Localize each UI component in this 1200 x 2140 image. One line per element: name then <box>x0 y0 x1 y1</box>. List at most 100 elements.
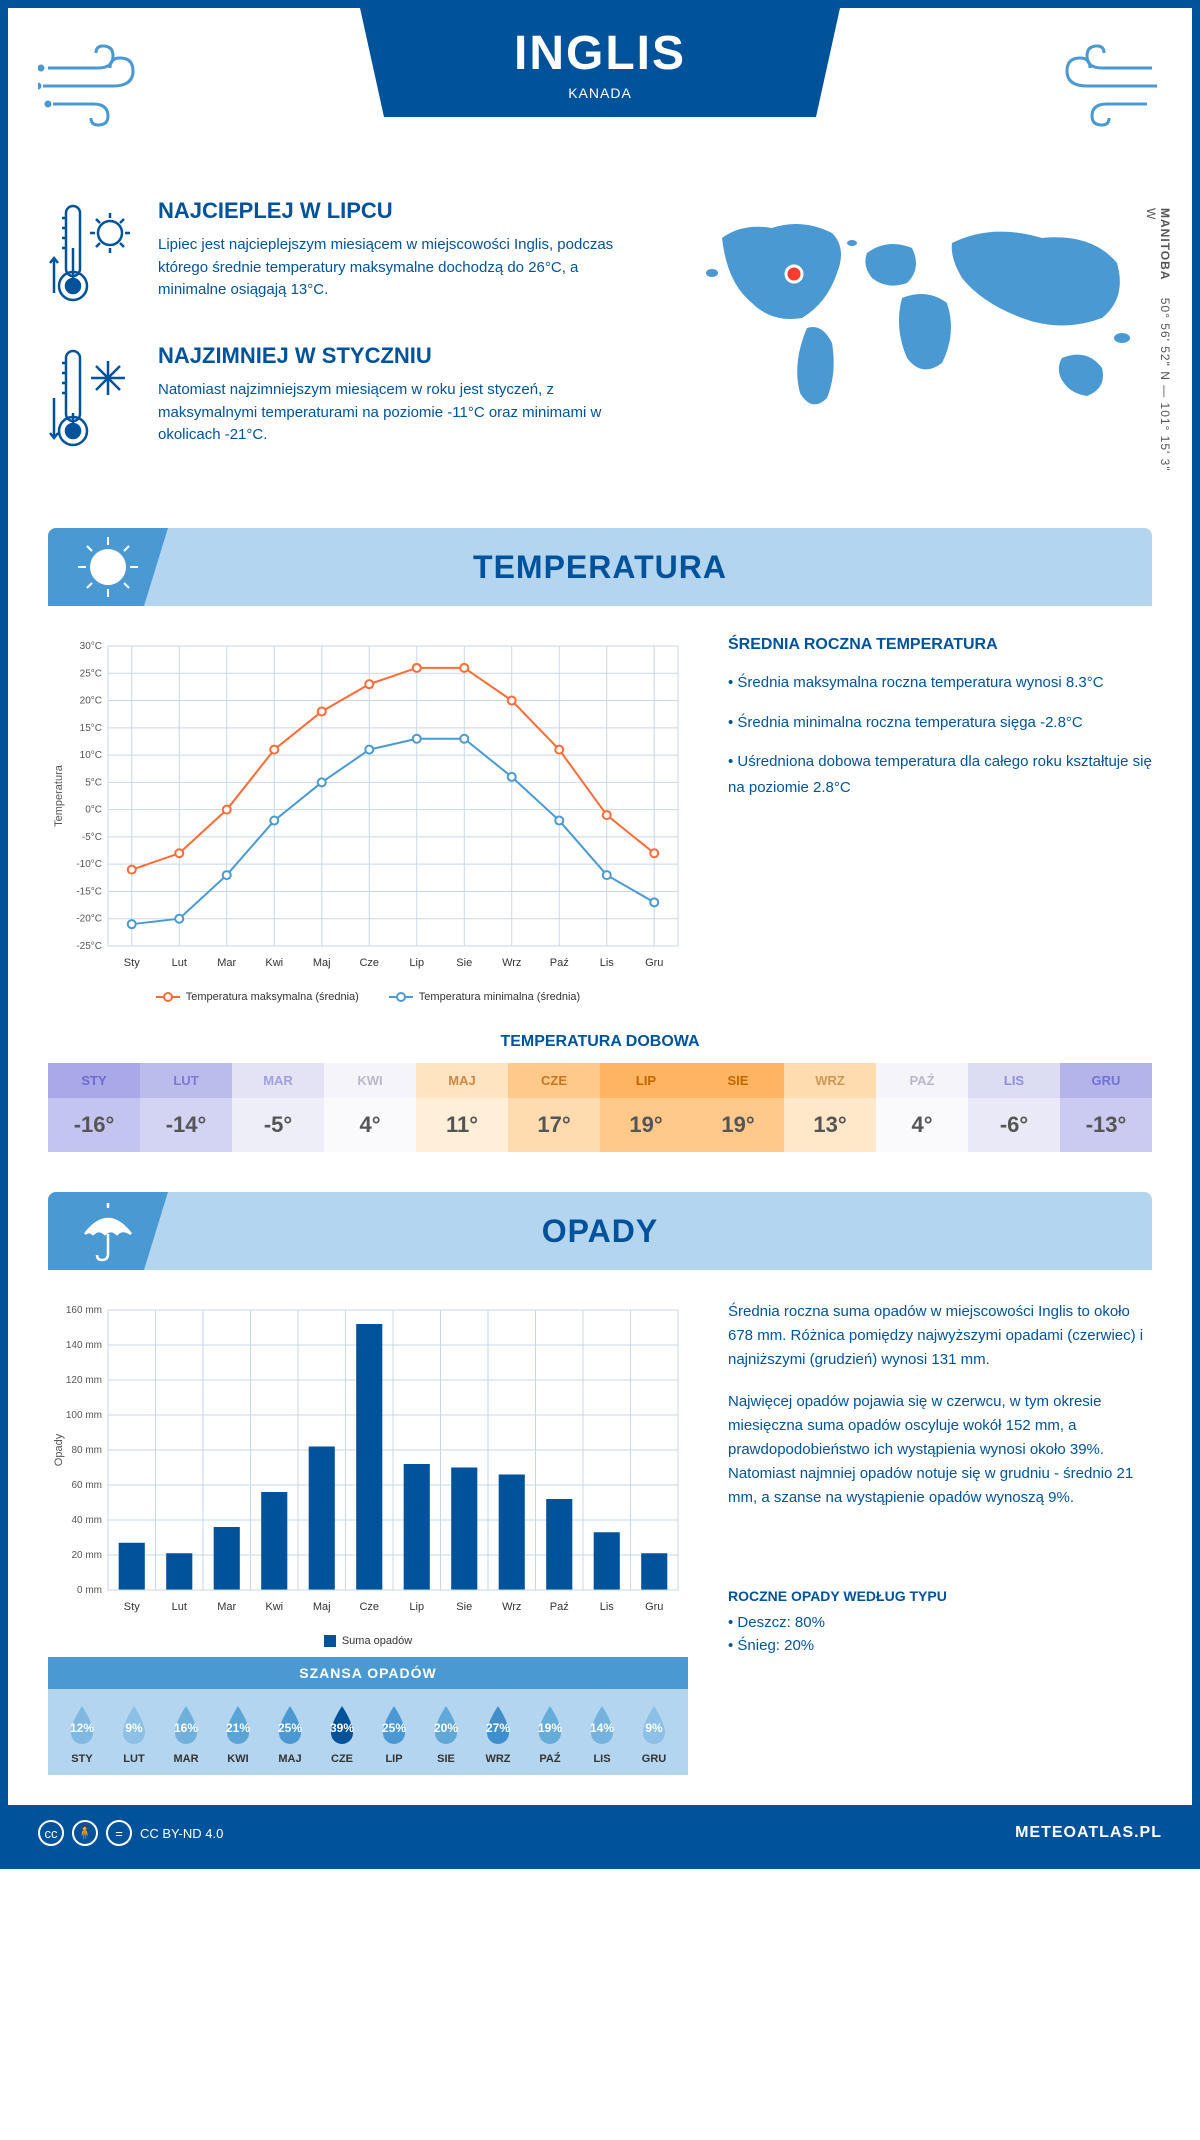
svg-text:Maj: Maj <box>313 1601 331 1613</box>
city-title: INGLIS <box>360 26 840 81</box>
hottest-text: Lipiec jest najcieplejszym miesiącem w m… <box>158 234 632 302</box>
svg-text:Lut: Lut <box>172 957 187 969</box>
daily-temp-value: 13° <box>784 1098 876 1152</box>
temp-bullet: • Uśredniona dobowa temperatura dla całe… <box>728 749 1152 800</box>
chance-cell: 9% GRU <box>628 1703 680 1765</box>
precip-aside: Średnia roczna suma opadów w miejscowośc… <box>728 1300 1152 1775</box>
svg-text:Opady: Opady <box>53 1433 65 1466</box>
svg-text:20 mm: 20 mm <box>71 1550 102 1561</box>
svg-text:140 mm: 140 mm <box>66 1340 102 1351</box>
svg-text:Mar: Mar <box>217 1601 236 1613</box>
svg-text:Gru: Gru <box>645 1601 663 1613</box>
precip-section-title: OPADY <box>542 1213 658 1250</box>
legend-precip: Suma opadów <box>342 1635 412 1647</box>
chance-month-label: LUT <box>108 1753 160 1765</box>
cc-icon: cc <box>38 1820 64 1846</box>
droplet-icon: 9% <box>115 1703 153 1747</box>
daily-month-label: KWI <box>324 1063 416 1098</box>
svg-text:40 mm: 40 mm <box>71 1515 102 1526</box>
chance-month-label: MAR <box>160 1753 212 1765</box>
chance-month-label: PAŹ <box>524 1753 576 1765</box>
site-name: METEOATLAS.PL <box>1015 1824 1162 1842</box>
droplet-icon: 12% <box>63 1703 101 1747</box>
svg-text:Sie: Sie <box>456 957 472 969</box>
droplet-icon: 25% <box>271 1703 309 1747</box>
hottest-block: NAJCIEPLEJ W LIPCU Lipiec jest najcieple… <box>48 198 632 313</box>
daily-temp-value: -14° <box>140 1098 232 1152</box>
svg-text:Sty: Sty <box>124 957 140 969</box>
chance-cell: 21% KWI <box>212 1703 264 1765</box>
svg-text:25°C: 25°C <box>80 668 102 679</box>
temp-bullet: • Średnia maksymalna roczna temperatura … <box>728 670 1152 696</box>
chance-value: 27% <box>486 1721 510 1735</box>
wind-icon <box>38 38 158 133</box>
svg-text:Mar: Mar <box>217 957 236 969</box>
svg-text:Paź: Paź <box>550 957 569 969</box>
daily-temp-cell: CZE 17° <box>508 1063 600 1152</box>
chance-month-label: MAJ <box>264 1753 316 1765</box>
chance-month-label: LIS <box>576 1753 628 1765</box>
daily-temp-value: 19° <box>692 1098 784 1152</box>
daily-month-label: MAJ <box>416 1063 508 1098</box>
chance-cell: 12% STY <box>56 1703 108 1765</box>
daily-temp-cell: PAŹ 4° <box>876 1063 968 1152</box>
chance-value: 39% <box>330 1721 354 1735</box>
daily-temp-cell: WRZ 13° <box>784 1063 876 1152</box>
svg-text:Paź: Paź <box>550 1601 569 1613</box>
chance-cell: 20% SIE <box>420 1703 472 1765</box>
daily-temp-value: 4° <box>876 1098 968 1152</box>
by-icon: 🧍 <box>72 1820 98 1846</box>
temp-aside-title: ŚREDNIA ROCZNA TEMPERATURA <box>728 636 1152 654</box>
legend-max: Temperatura maksymalna (średnia) <box>186 991 359 1003</box>
svg-text:Lip: Lip <box>409 957 424 969</box>
chance-value: 9% <box>125 1721 142 1735</box>
daily-month-label: STY <box>48 1063 140 1098</box>
svg-text:Lis: Lis <box>600 957 615 969</box>
daily-temp-cell: SIE 19° <box>692 1063 784 1152</box>
svg-text:30°C: 30°C <box>80 641 102 652</box>
coldest-block: NAJZIMNIEJ W STYCZNIU Natomiast najzimni… <box>48 343 632 458</box>
chance-cell: 14% LIS <box>576 1703 628 1765</box>
svg-text:Kwi: Kwi <box>265 1601 283 1613</box>
daily-temp-cell: MAJ 11° <box>416 1063 508 1152</box>
svg-text:-5°C: -5°C <box>82 832 102 843</box>
svg-text:-20°C: -20°C <box>76 914 102 925</box>
temp-legend: .legend-line[style*='ff6b35']::before{bo… <box>48 991 688 1003</box>
thermometer-hot-icon <box>48 198 138 313</box>
coldest-text: Natomiast najzimniejszym miesiącem w rok… <box>158 379 632 447</box>
temp-section-title: TEMPERATURA <box>473 549 727 586</box>
chance-month-label: STY <box>56 1753 108 1765</box>
svg-text:Cze: Cze <box>359 957 379 969</box>
svg-text:Sie: Sie <box>456 1601 472 1613</box>
chance-value: 25% <box>278 1721 302 1735</box>
daily-temp-value: -16° <box>48 1098 140 1152</box>
svg-text:60 mm: 60 mm <box>71 1480 102 1491</box>
daily-month-label: LIP <box>600 1063 692 1098</box>
world-map-icon <box>672 198 1152 438</box>
chance-cell: 39% CZE <box>316 1703 368 1765</box>
chance-value: 9% <box>645 1721 662 1735</box>
chance-value: 16% <box>174 1721 198 1735</box>
chance-month-label: GRU <box>628 1753 680 1765</box>
daily-month-label: GRU <box>1060 1063 1152 1098</box>
daily-month-label: LUT <box>140 1063 232 1098</box>
chance-value: 19% <box>538 1721 562 1735</box>
daily-temp-cell: LIP 19° <box>600 1063 692 1152</box>
daily-temp-value: 11° <box>416 1098 508 1152</box>
chance-month-label: SIE <box>420 1753 472 1765</box>
coldest-title: NAJZIMNIEJ W STYCZNIU <box>158 343 632 369</box>
svg-text:0°C: 0°C <box>85 805 102 816</box>
daily-temp-cell: LUT -14° <box>140 1063 232 1152</box>
daily-temp-value: 4° <box>324 1098 416 1152</box>
summary-section: NAJCIEPLEJ W LIPCU Lipiec jest najcieple… <box>48 198 1152 488</box>
region-label: MANITOBA <box>1158 208 1172 280</box>
precip-section-header: OPADY <box>48 1192 1152 1270</box>
daily-temp-value: -5° <box>232 1098 324 1152</box>
chance-month-label: LIP <box>368 1753 420 1765</box>
temp-bullet: • Średnia minimalna roczna temperatura s… <box>728 710 1152 736</box>
country-subtitle: KANADA <box>360 85 840 101</box>
droplet-icon: 14% <box>583 1703 621 1747</box>
page: INGLIS KANADA <box>0 0 1200 1869</box>
daily-temp-cell: STY -16° <box>48 1063 140 1152</box>
precip-legend: Suma opadów <box>48 1635 688 1647</box>
